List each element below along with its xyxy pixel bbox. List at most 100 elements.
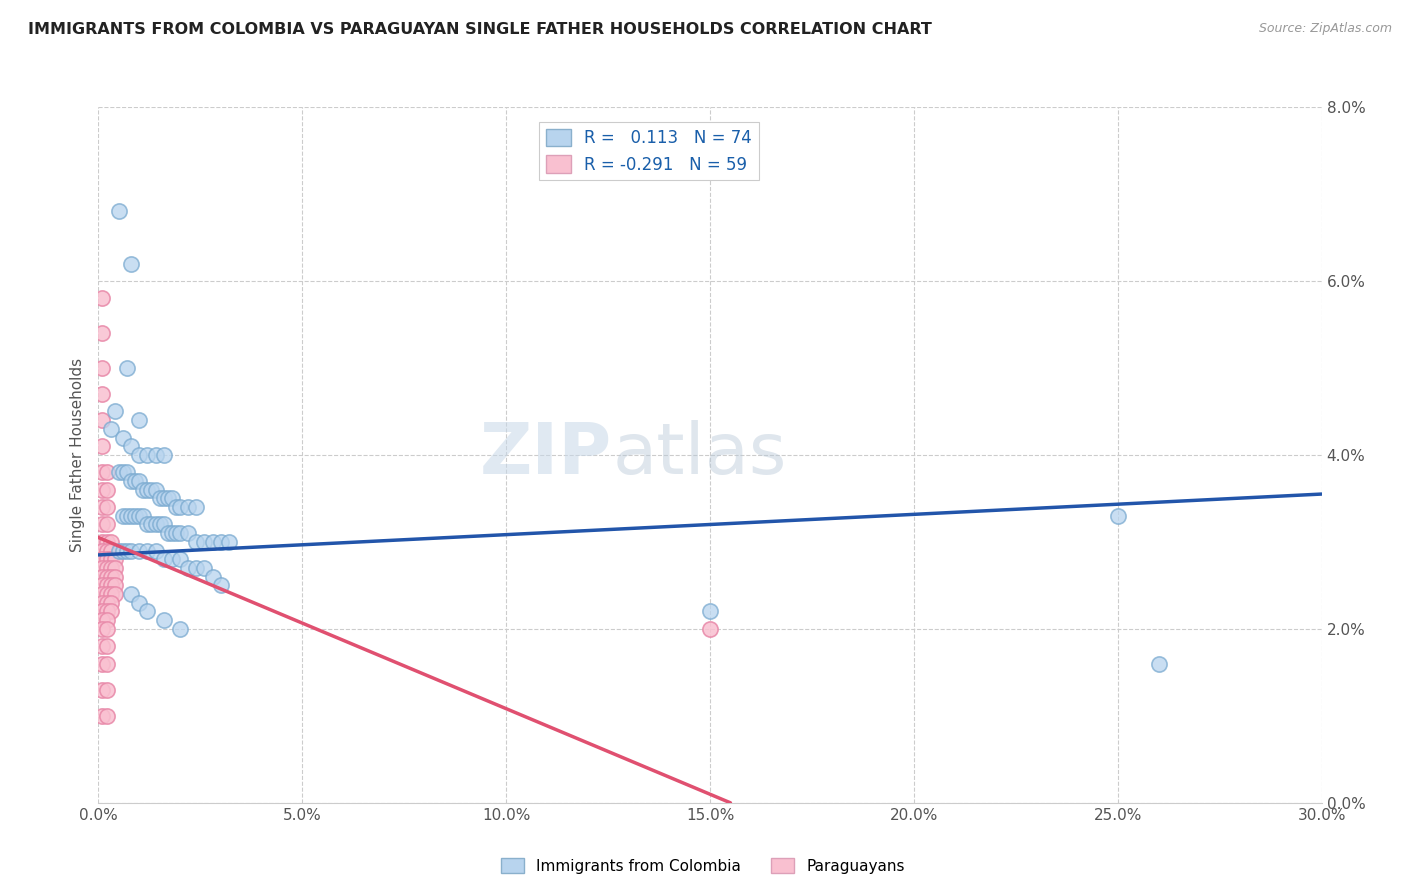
- Point: [100, 561, 122, 575]
- Point: [91, 535, 114, 549]
- Point: [115, 360, 138, 375]
- Point: [91, 543, 114, 558]
- Point: [141, 517, 163, 532]
- Point: [96, 466, 118, 480]
- Point: [120, 543, 142, 558]
- Point: [136, 605, 159, 619]
- Y-axis label: Single Father Households: Single Father Households: [70, 358, 86, 552]
- Point: [209, 578, 232, 592]
- Point: [177, 561, 200, 575]
- Point: [104, 587, 127, 601]
- Point: [100, 543, 122, 558]
- Point: [145, 543, 167, 558]
- Point: [136, 543, 159, 558]
- Point: [120, 474, 142, 488]
- Point: [96, 517, 118, 532]
- Point: [96, 535, 118, 549]
- Point: [104, 570, 127, 584]
- Point: [91, 570, 114, 584]
- Point: [186, 535, 208, 549]
- Point: [96, 657, 118, 671]
- Point: [160, 491, 183, 506]
- Point: [186, 561, 208, 575]
- Point: [165, 500, 187, 514]
- Point: [152, 517, 174, 532]
- Point: [91, 500, 114, 514]
- Point: [145, 483, 167, 497]
- Point: [169, 622, 191, 636]
- Point: [91, 613, 114, 627]
- Point: [91, 439, 114, 453]
- Point: [100, 422, 122, 436]
- Point: [128, 596, 150, 610]
- Point: [124, 474, 146, 488]
- Point: [193, 561, 215, 575]
- Point: [218, 535, 240, 549]
- Point: [91, 561, 114, 575]
- Point: [141, 483, 163, 497]
- Point: [91, 326, 114, 341]
- Point: [1147, 657, 1170, 671]
- Point: [699, 605, 721, 619]
- Point: [699, 622, 721, 636]
- Point: [91, 360, 114, 375]
- Point: [96, 622, 118, 636]
- Point: [91, 291, 114, 305]
- Point: [96, 639, 118, 653]
- Point: [115, 508, 138, 523]
- Point: [120, 587, 142, 601]
- Legend: R =   0.113   N = 74, R = -0.291   N = 59: R = 0.113 N = 74, R = -0.291 N = 59: [538, 122, 759, 180]
- Point: [91, 657, 114, 671]
- Point: [104, 561, 127, 575]
- Point: [132, 508, 155, 523]
- Point: [100, 605, 122, 619]
- Point: [96, 561, 118, 575]
- Point: [91, 552, 114, 566]
- Point: [201, 570, 224, 584]
- Point: [145, 517, 167, 532]
- Point: [96, 613, 118, 627]
- Point: [177, 500, 200, 514]
- Point: [169, 500, 191, 514]
- Point: [100, 552, 122, 566]
- Text: atlas: atlas: [612, 420, 786, 490]
- Point: [100, 535, 122, 549]
- Point: [145, 448, 167, 462]
- Point: [152, 491, 174, 506]
- Point: [96, 500, 118, 514]
- Text: IMMIGRANTS FROM COLOMBIA VS PARAGUAYAN SINGLE FATHER HOUSEHOLDS CORRELATION CHAR: IMMIGRANTS FROM COLOMBIA VS PARAGUAYAN S…: [28, 22, 932, 37]
- Point: [149, 491, 172, 506]
- Point: [104, 578, 127, 592]
- Point: [91, 622, 114, 636]
- Point: [91, 708, 114, 723]
- Point: [132, 483, 155, 497]
- Point: [115, 466, 138, 480]
- Point: [91, 682, 114, 697]
- Text: ZIP: ZIP: [479, 420, 612, 490]
- Point: [91, 596, 114, 610]
- Point: [169, 526, 191, 541]
- Point: [120, 439, 142, 453]
- Point: [91, 387, 114, 401]
- Point: [128, 413, 150, 427]
- Point: [91, 483, 114, 497]
- Point: [111, 431, 134, 445]
- Point: [96, 596, 118, 610]
- Point: [100, 578, 122, 592]
- Point: [104, 552, 127, 566]
- Point: [96, 570, 118, 584]
- Point: [96, 587, 118, 601]
- Point: [91, 413, 114, 427]
- Point: [160, 552, 183, 566]
- Point: [108, 466, 131, 480]
- Point: [169, 552, 191, 566]
- Point: [1107, 508, 1129, 523]
- Point: [120, 508, 142, 523]
- Point: [96, 605, 118, 619]
- Point: [91, 639, 114, 653]
- Point: [100, 587, 122, 601]
- Point: [136, 448, 159, 462]
- Point: [128, 543, 150, 558]
- Point: [96, 682, 118, 697]
- Point: [100, 596, 122, 610]
